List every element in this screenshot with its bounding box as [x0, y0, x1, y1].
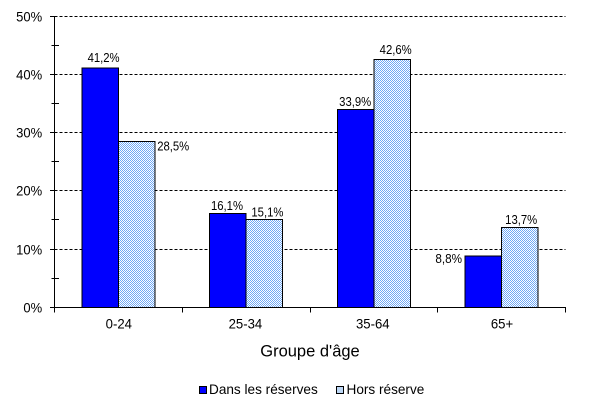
- svg-text:20%: 20%: [16, 183, 42, 199]
- svg-text:8,8%: 8,8%: [435, 252, 462, 267]
- svg-text:33,9%: 33,9%: [339, 94, 371, 109]
- svg-text:16,1%: 16,1%: [211, 198, 243, 213]
- svg-text:50%: 50%: [16, 9, 42, 25]
- svg-text:30%: 30%: [16, 125, 42, 141]
- svg-text:15,1%: 15,1%: [251, 205, 283, 220]
- svg-text:Groupe d'âge: Groupe d'âge: [260, 343, 359, 361]
- svg-text:42,6%: 42,6%: [380, 42, 412, 57]
- svg-text:Dans les réserves: Dans les réserves: [209, 382, 318, 397]
- svg-text:Hors réserve: Hors réserve: [347, 382, 425, 397]
- svg-text:13,7%: 13,7%: [505, 212, 537, 227]
- svg-text:28,5%: 28,5%: [157, 138, 189, 153]
- svg-text:65+: 65+: [491, 316, 513, 331]
- svg-text:10%: 10%: [16, 242, 42, 258]
- svg-text:25-34: 25-34: [229, 316, 263, 331]
- svg-text:0-24: 0-24: [106, 316, 133, 331]
- svg-text:35-64: 35-64: [356, 316, 390, 331]
- svg-text:0%: 0%: [23, 300, 42, 316]
- svg-text:41,2%: 41,2%: [88, 50, 120, 65]
- svg-text:40%: 40%: [16, 67, 42, 83]
